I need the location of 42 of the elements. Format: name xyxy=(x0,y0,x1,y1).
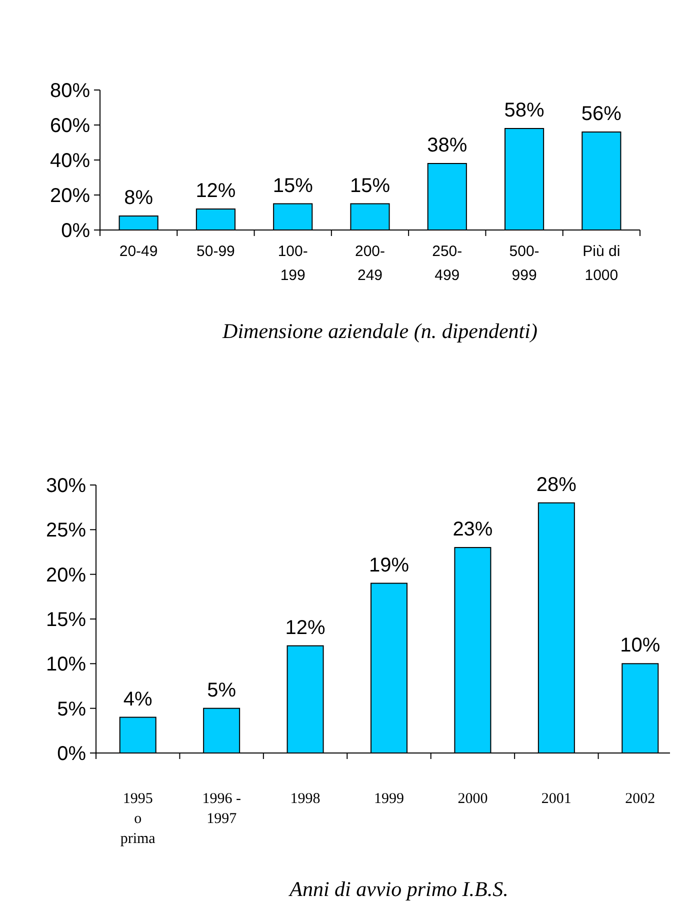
data-label: 15% xyxy=(350,174,390,197)
y-tick-label: 15% xyxy=(46,609,86,631)
x-tick-label: 1996 - 1997 xyxy=(202,791,241,827)
x-tick-label: 500- 999 xyxy=(509,243,540,284)
x-tick-label: 50-99 xyxy=(196,243,235,260)
y-tick-label: 10% xyxy=(46,654,86,676)
y-tick-label: 20% xyxy=(46,564,86,586)
y-tick-label: 30% xyxy=(46,475,86,497)
x-axis-title: Dimensione aziendale (n. dipendenti) xyxy=(222,319,538,343)
y-tick-label: 25% xyxy=(46,520,86,542)
data-label: 12% xyxy=(285,616,326,639)
x-tick-label: 100- 199 xyxy=(278,243,308,284)
x-tick-label: 2002 xyxy=(625,791,656,807)
x-tick-label: 2001 xyxy=(541,791,572,807)
data-label: 38% xyxy=(427,134,468,156)
y-tick-label: 80% xyxy=(50,80,90,102)
y-tick-label: 0% xyxy=(61,220,90,242)
data-label: 28% xyxy=(536,474,577,496)
y-tick-label: 40% xyxy=(50,150,90,172)
data-label: 56% xyxy=(581,103,622,125)
data-label: 23% xyxy=(452,518,493,541)
x-tick-label: 250- 499 xyxy=(432,243,462,284)
data-label: 12% xyxy=(196,180,236,202)
data-label: 5% xyxy=(207,679,236,702)
data-label: 19% xyxy=(368,554,410,576)
x-tick-label: Più di 1000 xyxy=(582,243,620,284)
data-label: 10% xyxy=(620,634,660,657)
data-label: 8% xyxy=(124,187,154,209)
y-tick-label: 60% xyxy=(50,115,90,137)
data-label: 58% xyxy=(504,100,545,122)
x-tick-label: 1995 o prima xyxy=(120,791,156,847)
data-label: 15% xyxy=(272,174,314,197)
y-tick-label: 20% xyxy=(50,185,90,207)
x-tick-label: 200- 249 xyxy=(354,243,386,284)
y-tick-label: 5% xyxy=(57,698,86,720)
x-tick-label: 2000 xyxy=(458,791,488,807)
x-tick-label: 1998 xyxy=(290,791,320,807)
x-tick-label: 1999 xyxy=(374,791,404,807)
x-tick-label: 20-49 xyxy=(119,243,158,260)
data-label: 4% xyxy=(123,688,153,710)
y-tick-label: 0% xyxy=(57,743,86,765)
x-axis-title: Anni di avvio primo I.B.S. xyxy=(288,877,508,901)
